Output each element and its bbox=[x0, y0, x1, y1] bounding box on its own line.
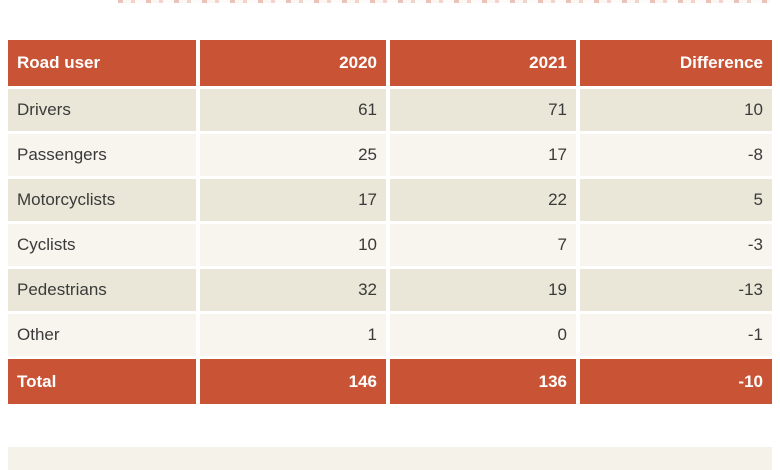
data-row-5-cell-3: -1 bbox=[580, 314, 772, 356]
data-row-0-cell-2: 71 bbox=[390, 89, 576, 131]
header-row-cell-3: Difference bbox=[580, 40, 772, 86]
header-row-cell-2: 2021 bbox=[390, 40, 576, 86]
header-row-cell-0: Road user bbox=[8, 40, 196, 86]
data-row-1-cell-3: -8 bbox=[580, 134, 772, 176]
data-row-3-cell-2: 7 bbox=[390, 224, 576, 266]
header-row-cell-1: 2020 bbox=[200, 40, 386, 86]
data-row-1-cell-2: 17 bbox=[390, 134, 576, 176]
data-row-0-cell-0: Drivers bbox=[8, 89, 196, 131]
clipped-title-remnant bbox=[118, 0, 770, 3]
data-row-4-cell-0: Pedestrians bbox=[8, 269, 196, 311]
data-row-2-cell-1: 17 bbox=[200, 179, 386, 221]
total-row-cell-2: 136 bbox=[390, 359, 576, 404]
data-row-2-cell-2: 22 bbox=[390, 179, 576, 221]
data-row-4-cell-3: -13 bbox=[580, 269, 772, 311]
data-row-5-cell-0: Other bbox=[8, 314, 196, 356]
data-row-3-cell-0: Cyclists bbox=[8, 224, 196, 266]
data-row-5-cell-2: 0 bbox=[390, 314, 576, 356]
total-row-cell-1: 146 bbox=[200, 359, 386, 404]
data-row-2-cell-0: Motorcyclists bbox=[8, 179, 196, 221]
data-row-1-cell-1: 25 bbox=[200, 134, 386, 176]
next-section-band-clipped bbox=[8, 447, 772, 470]
road-user-table: Road user 2020 2021 Difference Drivers 61 71 10… bbox=[8, 40, 772, 404]
total-row-cell-3: -10 bbox=[580, 359, 772, 404]
data-row-4-cell-1: 32 bbox=[200, 269, 386, 311]
data-row-0-cell-1: 61 bbox=[200, 89, 386, 131]
total-row-cell-0: Total bbox=[8, 359, 196, 404]
data-row-3-cell-3: -3 bbox=[580, 224, 772, 266]
data-row-4-cell-2: 19 bbox=[390, 269, 576, 311]
data-row-5-cell-1: 1 bbox=[200, 314, 386, 356]
data-row-2-cell-3: 5 bbox=[580, 179, 772, 221]
data-row-1-cell-0: Passengers bbox=[8, 134, 196, 176]
data-row-3-cell-1: 10 bbox=[200, 224, 386, 266]
data-row-0-cell-3: 10 bbox=[580, 89, 772, 131]
